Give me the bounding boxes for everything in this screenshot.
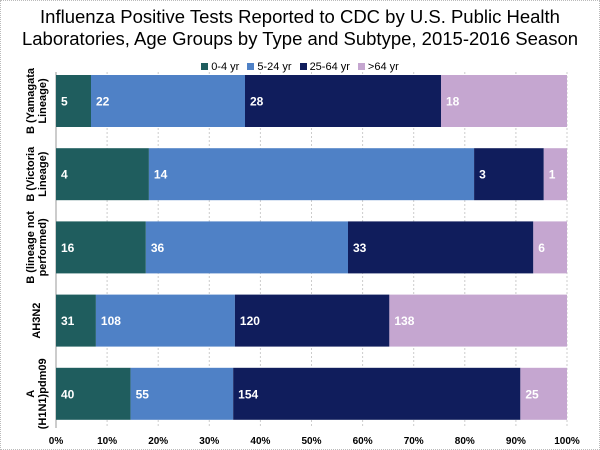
data-label: 18: [446, 95, 460, 109]
bar-segment: [389, 294, 567, 347]
y-category-label: B (lineage not performed): [25, 211, 49, 284]
x-tick-label: 60%: [353, 436, 373, 447]
x-tick-label: 0%: [49, 436, 64, 447]
y-label-line: B (lineage not: [25, 211, 37, 284]
legend-label: 25-64 yr: [309, 61, 350, 73]
bar-segment: [130, 367, 234, 420]
data-label: 154: [238, 387, 258, 401]
bar-segment: [245, 75, 441, 127]
chart-title: Influenza Positive Tests Reported to CDC…: [0, 6, 600, 50]
y-label-line: (H1N1)pdm09: [37, 358, 49, 429]
y-label-line: B (Victoria: [25, 146, 37, 202]
bar-segment: [441, 75, 567, 127]
data-label: 5: [61, 95, 68, 109]
title-line-2: Laboratories, Age Groups by Type and Sub…: [21, 28, 579, 49]
data-label: 120: [240, 314, 260, 328]
data-label: 31: [61, 314, 75, 328]
data-label: 28: [250, 95, 264, 109]
data-label: 36: [151, 241, 165, 255]
data-label: 108: [101, 314, 121, 328]
legend-item: 25-64 yr: [299, 61, 350, 73]
y-category-label: B (Yamagata Lineage): [25, 67, 49, 134]
data-label: 14: [154, 168, 168, 182]
bar-segment: [56, 294, 96, 347]
y-label-line: performed): [37, 218, 49, 276]
bar-segment: [95, 294, 235, 347]
y-category-label: AH3N2: [31, 303, 43, 339]
x-tick-label: 70%: [404, 436, 424, 447]
x-tick-label: 80%: [455, 436, 475, 447]
data-label: 16: [61, 241, 75, 255]
x-tick-label: 100%: [554, 436, 580, 447]
bar-segment: [348, 221, 534, 274]
legend-swatch: [299, 63, 307, 70]
bar-segment: [543, 148, 567, 201]
data-label: 55: [136, 387, 150, 401]
y-label-line: A: [25, 390, 37, 398]
data-label: 25: [525, 387, 539, 401]
data-label: 40: [61, 387, 75, 401]
bar-segment: [91, 75, 245, 127]
bar-segment: [474, 148, 544, 201]
bar-segment: [56, 367, 131, 420]
legend: 0-4 yr 5-24 yr 25-64 yr >64 yr: [0, 61, 600, 73]
x-tick-label: 90%: [506, 436, 526, 447]
y-category-label: A (H1N1)pdm09: [25, 358, 49, 429]
bar-segment: [56, 148, 149, 201]
y-label-line: Lineage): [37, 78, 49, 124]
legend-swatch: [201, 63, 209, 70]
bar-segment: [533, 221, 567, 274]
x-tick-label: 40%: [250, 436, 270, 447]
x-tick-label: 10%: [97, 436, 117, 447]
data-label: 6: [538, 241, 545, 255]
bar-segment: [56, 75, 91, 127]
title-line-1: Influenza Positive Tests Reported to CDC…: [40, 6, 560, 27]
bar-segment: [234, 294, 390, 347]
bar-segment: [56, 221, 146, 274]
data-label: 1: [549, 168, 556, 182]
data-label: 3: [479, 168, 486, 182]
bar-segment: [145, 221, 348, 274]
legend-label: >64 yr: [367, 61, 399, 73]
data-label: 22: [96, 95, 110, 109]
y-label-line: AH3N2: [31, 303, 43, 339]
legend-item: >64 yr: [357, 61, 399, 73]
x-tick-label: 50%: [301, 436, 321, 447]
data-label: 4: [61, 168, 68, 182]
legend-label: 5-24 yr: [257, 61, 292, 73]
x-tick-label: 30%: [199, 436, 219, 447]
y-label-line: Lineage): [37, 151, 49, 197]
y-label-line: B (Yamagata: [25, 67, 37, 134]
legend-label: 0-4 yr: [211, 61, 240, 73]
legend-swatch: [357, 63, 365, 70]
y-category-label: B (Victoria Lineage): [25, 146, 49, 202]
legend-swatch: [247, 63, 255, 70]
bar-segment: [520, 367, 567, 420]
bar-segment: [148, 148, 475, 201]
bar-segment: [233, 367, 521, 420]
legend-item: 0-4 yr: [201, 61, 239, 73]
legend-item: 5-24 yr: [247, 61, 292, 73]
data-label: 33: [353, 241, 367, 255]
x-tick-label: 20%: [148, 436, 168, 447]
data-label: 138: [394, 314, 414, 328]
